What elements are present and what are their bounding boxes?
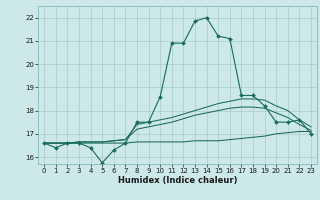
- X-axis label: Humidex (Indice chaleur): Humidex (Indice chaleur): [118, 176, 237, 185]
